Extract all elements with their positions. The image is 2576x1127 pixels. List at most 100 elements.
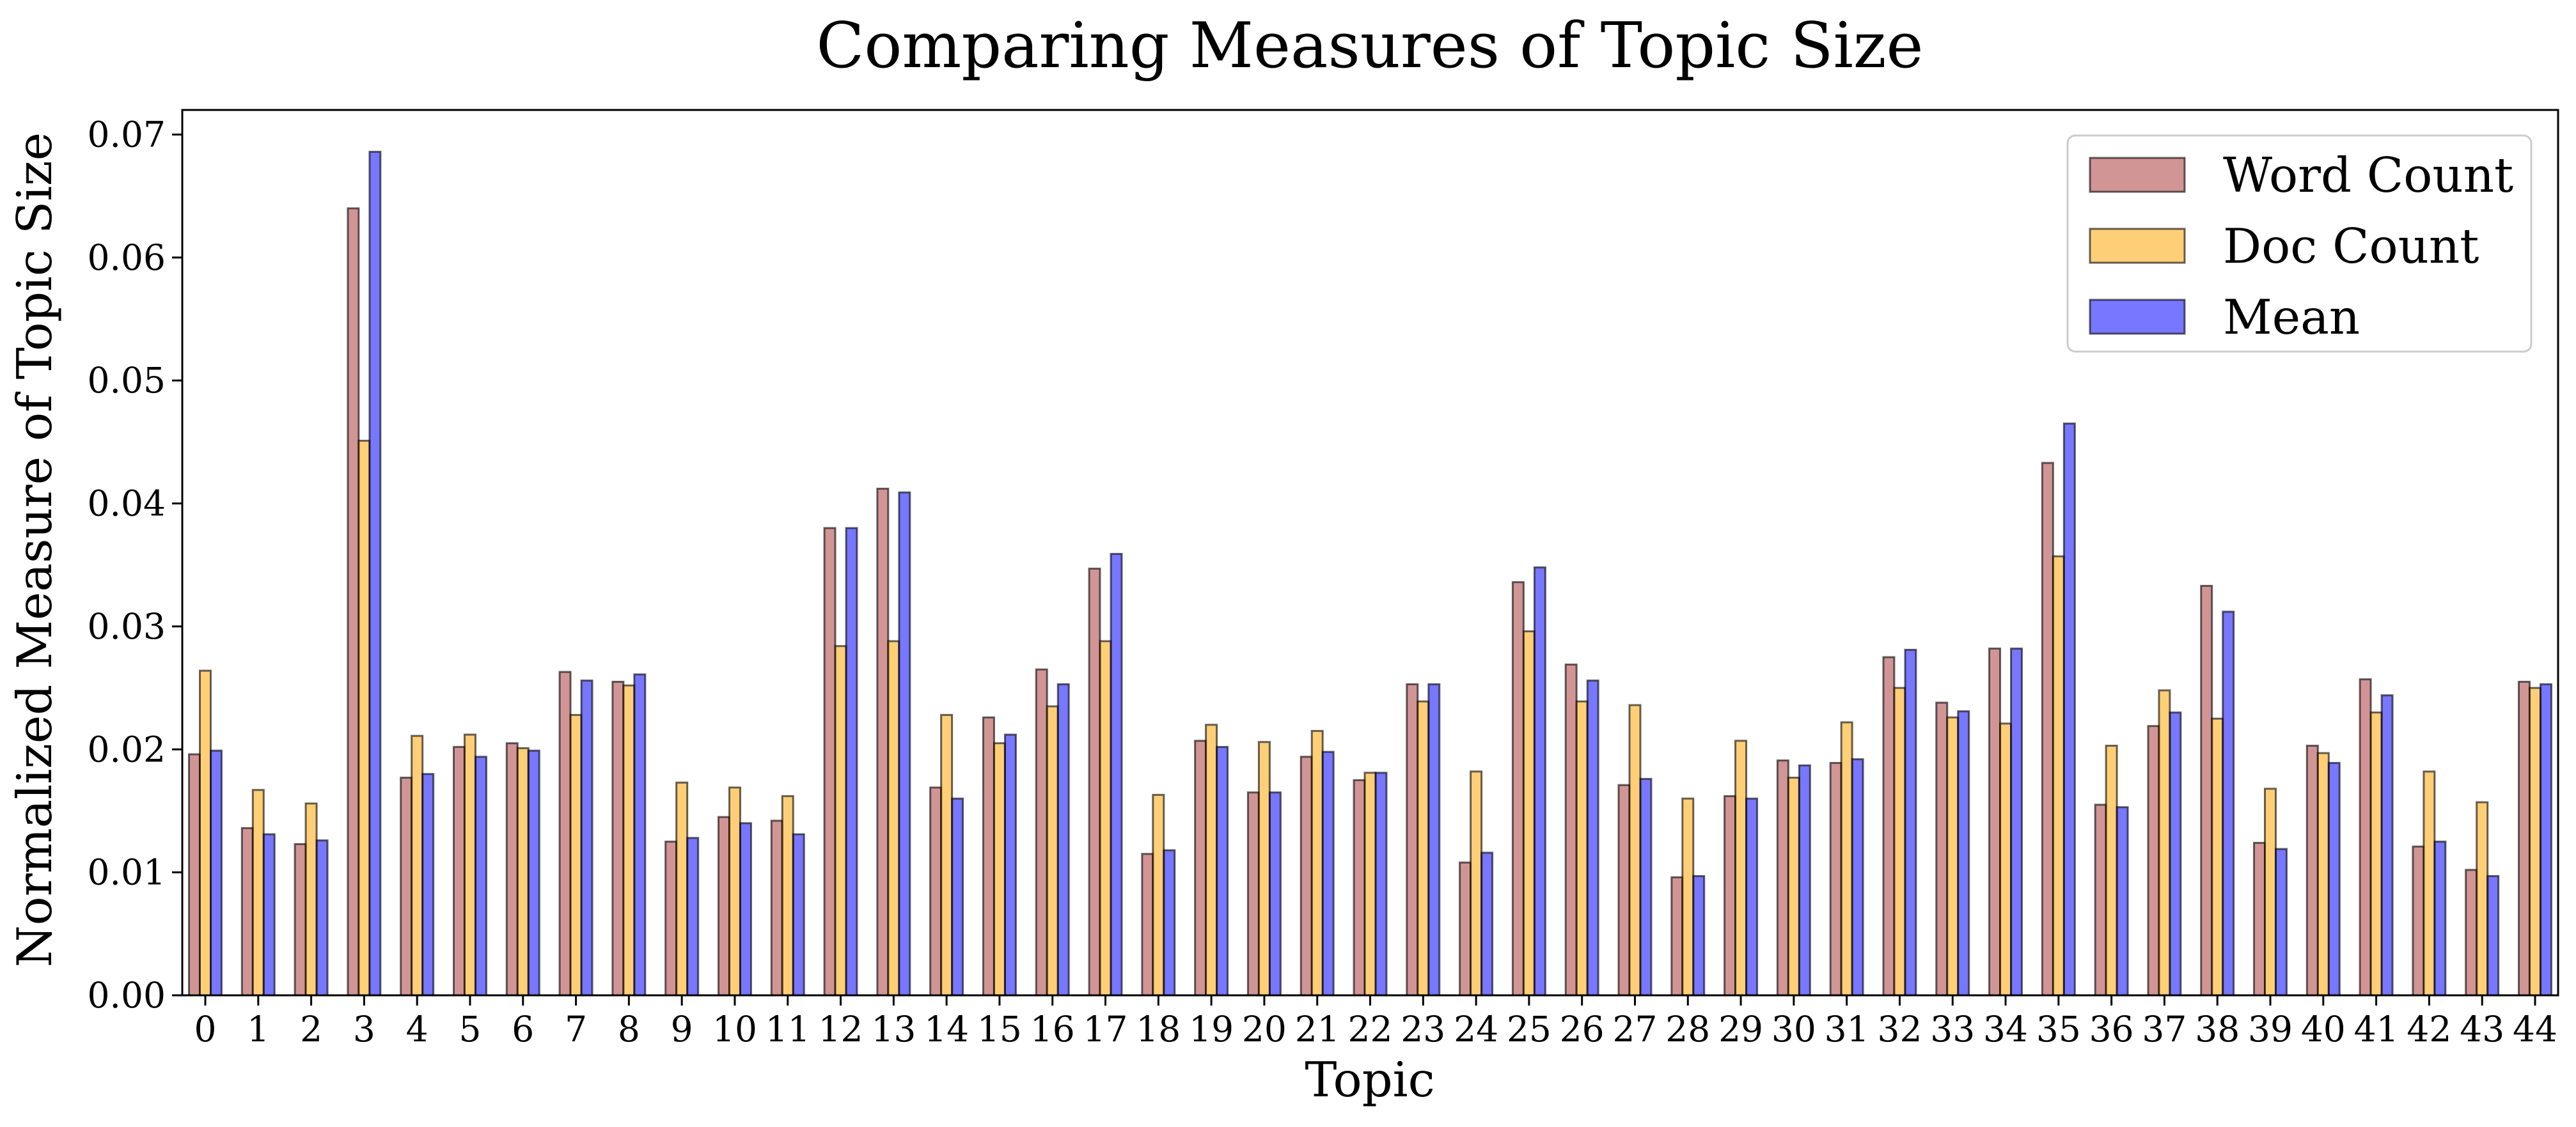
- bar-word-count-topic-3: [347, 207, 360, 997]
- bar-mean-topic-7: [580, 680, 593, 997]
- bar-word-count-topic-16: [1035, 668, 1048, 997]
- bar-word-count-topic-29: [1724, 795, 1737, 997]
- bar-word-count-topic-28: [1670, 876, 1684, 997]
- legend-swatch-doc-count: [2089, 228, 2186, 264]
- bar-doc-count-topic-10: [728, 786, 741, 997]
- x-tick-label: 35: [2036, 1009, 2081, 1050]
- bar-doc-count-topic-33: [1946, 716, 1959, 997]
- x-tick-label: 37: [2142, 1009, 2187, 1050]
- bar-doc-count-topic-32: [1893, 687, 1906, 997]
- bar-doc-count-topic-25: [1522, 630, 1535, 997]
- bar-doc-count-topic-41: [2369, 711, 2383, 997]
- x-tick-label: 18: [1136, 1009, 1181, 1050]
- bar-mean-topic-11: [792, 833, 805, 997]
- bar-doc-count-topic-12: [834, 645, 847, 997]
- x-tick-label: 7: [565, 1009, 587, 1050]
- x-tick-label: 25: [1507, 1009, 1551, 1050]
- bar-doc-count-topic-27: [1628, 704, 1642, 997]
- bar-word-count-topic-40: [2305, 745, 2319, 997]
- bar-word-count-topic-17: [1088, 568, 1101, 997]
- bar-mean-topic-34: [2010, 648, 2023, 997]
- bar-word-count-topic-18: [1141, 853, 1154, 997]
- bar-mean-topic-26: [1586, 680, 1599, 997]
- x-tick-label: 1: [247, 1009, 269, 1050]
- bar-word-count-topic-42: [2412, 845, 2425, 997]
- bar-mean-topic-8: [633, 673, 647, 997]
- bar-doc-count-topic-44: [2529, 687, 2541, 997]
- x-tick-label: 3: [353, 1009, 375, 1050]
- bar-doc-count-topic-40: [2316, 752, 2330, 997]
- bar-word-count-topic-27: [1617, 784, 1631, 997]
- bar-mean-topic-12: [845, 527, 858, 997]
- bar-doc-count-topic-35: [2052, 555, 2065, 997]
- bar-mean-topic-14: [951, 797, 964, 997]
- bar-mean-topic-22: [1374, 772, 1388, 997]
- bar-doc-count-topic-29: [1734, 740, 1748, 997]
- bar-mean-topic-42: [2433, 841, 2447, 997]
- bar-mean-topic-25: [1533, 566, 1546, 997]
- x-tick-label: 33: [1930, 1009, 1975, 1050]
- bar-mean-topic-5: [474, 756, 487, 997]
- bar-mean-topic-10: [739, 822, 752, 997]
- bar-word-count-topic-4: [400, 777, 413, 997]
- bar-doc-count-topic-37: [2158, 689, 2171, 997]
- bar-word-count-topic-43: [2465, 869, 2478, 997]
- bar-mean-topic-19: [1216, 745, 1229, 997]
- x-tick-label: 2: [300, 1009, 322, 1050]
- legend-swatch-word-count: [2089, 157, 2186, 193]
- x-tick-label: 4: [406, 1009, 428, 1050]
- bar-word-count-topic-21: [1300, 756, 1313, 997]
- x-tick-label: 15: [977, 1009, 1022, 1050]
- x-tick-label: 43: [2460, 1009, 2504, 1050]
- y-tick-label: 0.07: [88, 114, 166, 155]
- bar-doc-count-topic-42: [2423, 770, 2436, 997]
- bar-mean-topic-39: [2275, 848, 2288, 997]
- x-tick-label: 31: [1825, 1009, 1869, 1050]
- bar-word-count-topic-34: [1988, 648, 2002, 997]
- bar-doc-count-topic-34: [1999, 722, 2013, 997]
- x-tick-label: 38: [2195, 1009, 2240, 1050]
- x-tick-label: 11: [766, 1009, 810, 1050]
- x-tick-label: 22: [1348, 1009, 1393, 1050]
- bar-word-count-topic-10: [717, 816, 730, 997]
- bar-doc-count-topic-18: [1152, 793, 1165, 997]
- x-tick-label: 34: [1983, 1009, 2028, 1050]
- x-tick-label: 19: [1189, 1009, 1234, 1050]
- bar-doc-count-topic-30: [1787, 777, 1800, 997]
- bar-mean-topic-1: [262, 833, 276, 997]
- y-tick-label: 0.01: [88, 852, 166, 893]
- bar-mean-topic-27: [1639, 777, 1653, 997]
- bar-word-count-topic-20: [1246, 791, 1260, 997]
- bar-doc-count-topic-9: [675, 781, 689, 997]
- bar-mean-topic-40: [2327, 761, 2341, 997]
- bar-word-count-topic-11: [770, 820, 783, 997]
- bar-word-count-topic-32: [1882, 656, 1896, 997]
- y-tick-label: 0.04: [88, 483, 166, 524]
- x-tick-label: 26: [1560, 1009, 1605, 1050]
- bar-doc-count-topic-26: [1575, 700, 1589, 997]
- bar-mean-topic-2: [315, 839, 329, 997]
- bar-doc-count-topic-1: [251, 789, 265, 997]
- legend: Word Count Doc Count Mean: [2066, 134, 2533, 353]
- bar-mean-topic-4: [421, 773, 435, 997]
- legend-label-word-count: Word Count: [2223, 147, 2513, 203]
- x-tick-label: 40: [2301, 1009, 2346, 1050]
- bar-word-count-topic-25: [1511, 581, 1525, 997]
- bar-doc-count-topic-38: [2211, 717, 2224, 997]
- x-tick-label: 0: [194, 1009, 217, 1050]
- x-tick-label: 29: [1718, 1009, 1763, 1050]
- bar-doc-count-topic-20: [1257, 741, 1271, 997]
- bar-doc-count-topic-4: [411, 734, 424, 997]
- x-tick-label: 8: [618, 1009, 640, 1050]
- bar-word-count-topic-39: [2253, 841, 2266, 997]
- legend-swatch-mean: [2089, 299, 2186, 335]
- bar-mean-topic-36: [2116, 806, 2129, 997]
- bar-word-count-topic-30: [1776, 759, 1789, 997]
- x-tick-label: 5: [459, 1009, 481, 1050]
- x-tick-label: 24: [1454, 1009, 1498, 1050]
- bar-word-count-topic-15: [982, 716, 995, 997]
- bar-doc-count-topic-31: [1840, 721, 1853, 997]
- bar-word-count-topic-36: [2094, 804, 2107, 997]
- bar-word-count-topic-2: [294, 843, 307, 997]
- y-tick-label: 0.05: [88, 360, 166, 401]
